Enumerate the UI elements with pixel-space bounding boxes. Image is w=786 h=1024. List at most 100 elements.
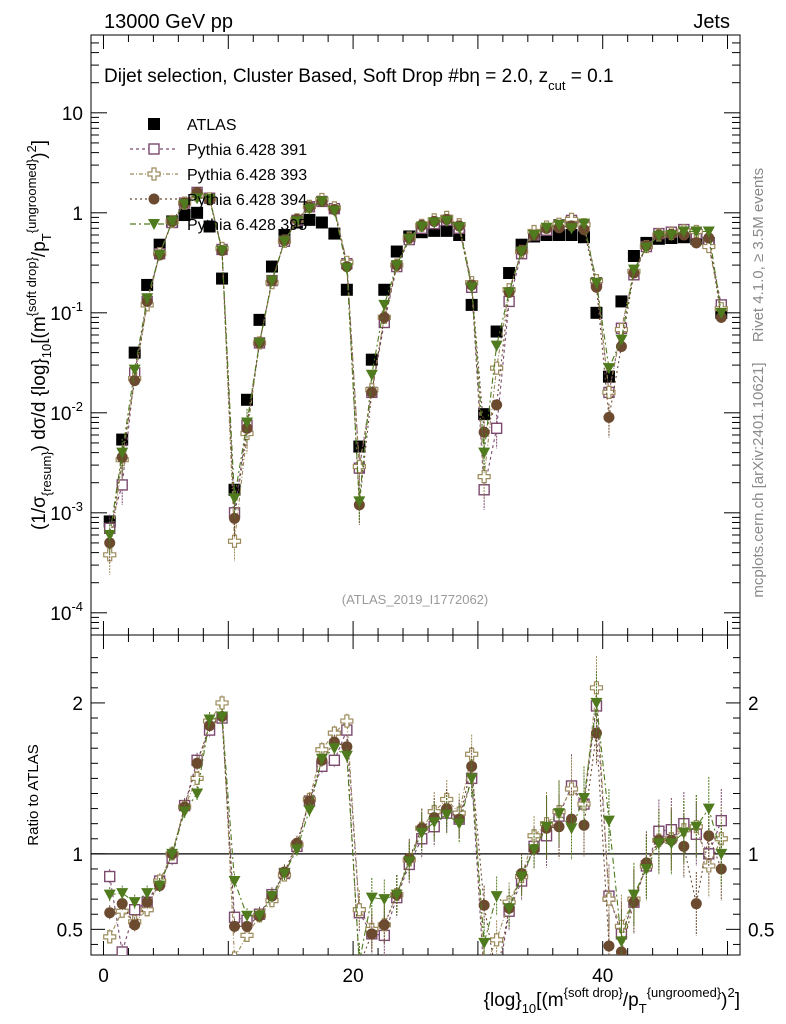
main-point [378,299,391,311]
main-point [565,229,578,241]
ratio-point [240,928,254,942]
ratio-point [241,920,253,932]
main-point [603,411,615,423]
ratio-point [577,793,590,805]
ratio-point [490,891,503,903]
ratio-point [602,815,615,827]
ratio-point [290,844,303,856]
ratio-point [490,933,504,947]
ratio-point [141,888,154,900]
ratio-point [203,714,216,726]
ratio-point [640,863,653,875]
ratio-point [278,868,291,880]
main-series-0 [103,206,728,528]
ratio-point [241,910,254,922]
main-point [228,493,241,505]
main-point [652,230,665,242]
main-series-line [109,197,722,536]
ratio-series-2 [104,701,727,955]
ratio-point [378,894,391,906]
x-tick-label: 40 [592,966,613,987]
ratio-point [415,827,428,839]
main-point [491,399,503,411]
ratio-point [553,808,566,820]
main-point [378,283,391,296]
ratio-point [104,870,116,883]
legend-label: Pythia 6.428 395 [187,217,307,234]
ratio-point [602,892,616,906]
main-point [602,363,615,375]
main-point [478,447,491,459]
main-point [627,249,640,262]
ratio-y-tick-label-left: 1 [72,845,83,866]
ratio-ylabel: Ratio to ATLAS [25,744,42,845]
main-y-tick-label: 10 [62,104,83,125]
ratio-series-1 [103,656,728,955]
ratio-point [216,711,229,723]
ratio-point [478,899,490,911]
main-point [303,203,316,215]
main-point [303,213,316,226]
ratio-y-tick-label-left: 0.5 [57,920,83,941]
main-point [577,218,590,230]
ratio-point [590,697,603,709]
main-series-line [109,194,722,555]
main-point [665,230,678,241]
main-point [403,233,416,245]
main-point [627,264,640,276]
ratio-point [528,844,541,856]
legend-marker [148,193,160,205]
main-point [715,307,728,319]
main-series-line [109,191,722,543]
ratio-point [328,754,341,766]
main-point [490,422,503,435]
main-point [553,219,566,231]
main-point [253,337,266,349]
main-point [103,530,116,541]
main-point [703,232,715,244]
main-point [515,246,528,258]
main-point [366,386,378,398]
main-point [615,334,628,346]
main-point [690,226,703,238]
main-point [129,375,141,387]
main-point [640,242,653,254]
main-axes: 10 1 10-1 10-2 10-3 10-4 [50,34,740,636]
ratio-point [231,951,238,955]
main-point [128,364,141,376]
main-point [415,221,428,233]
ratio-point [565,823,578,835]
main-point [615,341,627,353]
ratio-point [352,903,366,917]
ratio-point [340,714,354,728]
main-point [352,459,366,474]
ratio-point [229,920,241,932]
main-y-tick-label: 10-1 [50,299,83,325]
header-energy-label: 13000 GeV pp [104,11,233,33]
ratio-point [440,809,453,821]
ratio-point [428,817,441,829]
ratio-point [665,838,678,850]
legend-item: Pythia 6.428 391 [130,142,307,159]
ratio-point [265,891,278,903]
main-point [178,209,191,222]
ratio-series-3 [103,671,728,955]
main-point [690,237,702,249]
main-point [390,245,403,258]
ratio-point [503,903,516,915]
main-point [340,263,353,275]
legend-label: ATLAS [187,117,237,134]
main-point [365,369,378,381]
ratio-point [365,892,378,904]
main-point [141,278,154,291]
main-point [440,224,453,237]
main-point [203,220,216,233]
main-title: Dijet selection, Cluster Based, Soft Dro… [104,66,614,93]
ratio-point [166,848,179,860]
ratio-series-0 [104,674,727,955]
ratio-point [129,919,141,931]
main-point [428,217,441,229]
legend-item: Pythia 6.428 394 [130,192,307,209]
ratio-point [128,897,141,909]
ratio-point [190,771,204,785]
